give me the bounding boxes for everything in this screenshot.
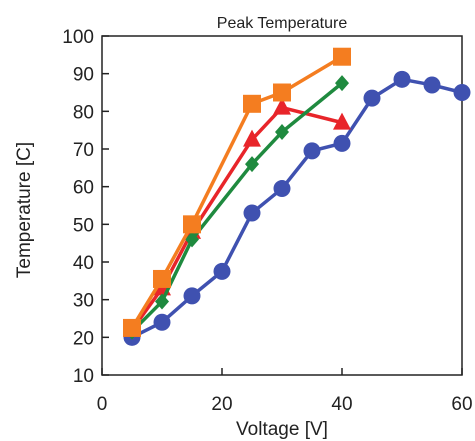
data-point [363,89,381,107]
y-axis-label: Temperature [C] [14,142,35,278]
y-tick-label: 40 [73,253,94,274]
y-tick-label: 30 [73,291,94,312]
data-point [213,262,231,280]
x-axis-label: Voltage [V] [236,419,328,440]
data-point [183,215,201,234]
data-point [243,94,261,113]
data-point [333,112,351,130]
data-point [333,134,351,152]
chart-title: Peak Temperature [217,15,348,32]
data-point [273,180,291,198]
data-point [123,318,141,337]
data-point [453,84,471,101]
y-axis-ticks: 10 20 30 40 50 60 70 80 90 100 [62,27,109,387]
y-tick-label: 10 [73,366,94,387]
y-tick-label: 50 [73,215,94,236]
data-point [185,231,199,248]
data-point [333,47,351,66]
x-tick-label: 60 [451,394,472,415]
y-tick-label: 60 [73,178,94,199]
data-point [153,269,171,288]
data-point [273,83,291,102]
series-diamond [125,75,349,340]
x-tick-label: 40 [331,394,352,415]
series-layer [123,47,471,346]
data-point [245,156,259,173]
y-tick-label: 80 [73,102,94,123]
x-tick-label: 0 [97,394,108,415]
data-point [393,70,411,88]
series-square [123,47,351,337]
data-point [183,287,201,305]
data-point [423,76,441,94]
plot-border [101,35,463,376]
y-tick-label: 20 [73,328,94,349]
data-point [275,124,289,141]
data-point [155,293,169,310]
data-point [153,313,171,331]
data-point [243,204,261,222]
y-tick-label: 100 [62,27,94,48]
data-point [303,142,321,160]
plot-frame [101,35,463,376]
data-point [243,129,261,147]
y-tick-label: 90 [73,65,94,86]
y-tick-label: 70 [73,140,94,161]
x-axis-ticks: 0 20 40 60 [97,368,473,415]
data-point [273,97,291,115]
data-point [335,75,349,92]
series-line [130,81,344,333]
x-tick-label: 20 [211,394,232,415]
